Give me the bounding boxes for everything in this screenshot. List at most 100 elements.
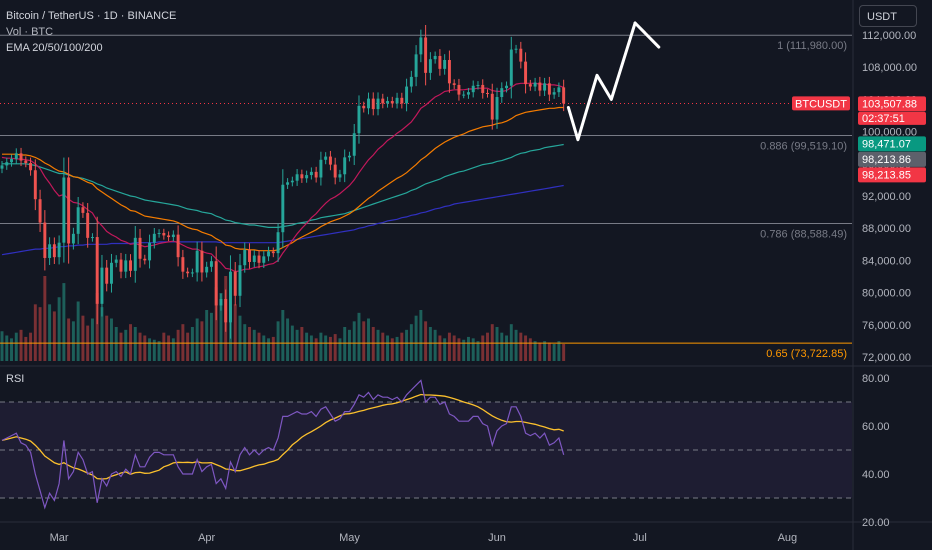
candle: [86, 212, 90, 238]
volume-bar: [67, 318, 71, 361]
candle: [181, 257, 185, 272]
candle: [267, 251, 271, 257]
rsi-pane: 80.00 60.00 40.00 20.00: [0, 373, 890, 529]
volume-bar: [109, 318, 113, 361]
candle: [543, 83, 547, 91]
symbol-tag: BTCUSDT: [795, 98, 847, 110]
candle: [319, 159, 323, 178]
candle: [129, 260, 132, 271]
currency-button[interactable]: USDT: [859, 5, 917, 27]
volume-bar: [138, 332, 142, 361]
candle: [162, 233, 166, 236]
volume-bar: [466, 336, 470, 361]
volume-legend[interactable]: Vol · BTC: [6, 26, 54, 38]
volume-bar: [181, 324, 185, 361]
candle: [95, 237, 99, 304]
volume-bar: [457, 338, 461, 361]
volume-bar: [324, 335, 328, 361]
candle: [533, 82, 537, 87]
candle: [405, 86, 409, 104]
volume-bar: [424, 321, 428, 361]
volume-bar: [71, 321, 75, 361]
candle: [400, 97, 404, 104]
candle: [438, 55, 442, 69]
candle: [352, 133, 356, 156]
price-tag: 98,471.07: [862, 138, 911, 150]
volume-bar: [5, 335, 9, 361]
fib-levels: 1 (111,980.00) 0.886 (99,519.10) 0.786 (88…: [0, 34, 852, 360]
time-tick-label: Mar: [50, 532, 69, 544]
volume-bar: [62, 283, 66, 361]
volume-bar: [443, 338, 447, 361]
volume-bar: [190, 327, 194, 361]
volume-bar: [419, 310, 423, 361]
volume-bar: [271, 336, 275, 361]
candles[interactable]: [0, 24, 566, 339]
ema-legend[interactable]: EMA 20/50/100/200: [6, 42, 103, 54]
candle: [0, 165, 4, 169]
candle: [443, 59, 447, 69]
price-tick-label: 72,000.00: [862, 352, 911, 364]
price-tick-label: 92,000.00: [862, 191, 911, 203]
projection-path: [566, 21, 637, 142]
volume-bar: [390, 338, 394, 361]
candle: [290, 180, 294, 183]
volume-bar: [528, 338, 532, 361]
candle: [224, 299, 228, 323]
candle: [466, 92, 470, 95]
candle: [500, 88, 504, 98]
volume-bar: [486, 332, 489, 361]
price-tick-label: 108,000.00: [862, 62, 917, 74]
volume-bar: [562, 344, 566, 361]
volume-bar: [14, 332, 18, 361]
candle: [481, 84, 485, 93]
candle: [143, 258, 147, 261]
volume-bar: [524, 335, 528, 361]
volume-bar: [119, 332, 123, 361]
volume-bar: [286, 318, 290, 361]
volume-bar: [343, 327, 347, 361]
candle: [547, 83, 551, 95]
volume-bar: [262, 335, 266, 361]
candle: [219, 299, 223, 306]
candle: [395, 97, 399, 104]
candle: [186, 271, 190, 274]
candle: [333, 164, 337, 178]
volume-bar: [81, 315, 85, 361]
candle: [486, 92, 489, 94]
candle: [409, 76, 413, 87]
volume-bar: [328, 336, 332, 361]
volume-bar: [367, 318, 370, 361]
projection-arrowhead: [633, 21, 661, 49]
candle: [381, 98, 385, 104]
candle: [67, 177, 71, 244]
volume-bar: [195, 318, 199, 361]
candle: [148, 242, 152, 261]
projection-arrow[interactable]: [566, 21, 661, 142]
volume-bar: [233, 304, 237, 361]
candle: [495, 97, 499, 120]
volume-bar: [281, 310, 285, 361]
rsi-tick-label: 40.00: [862, 469, 890, 481]
volume-bar: [90, 318, 94, 361]
candle: [5, 162, 9, 166]
volume-bar: [557, 341, 561, 361]
candle: [81, 207, 85, 213]
rsi-legend[interactable]: RSI: [6, 373, 25, 385]
candle: [376, 98, 380, 110]
volume-bar: [114, 327, 118, 361]
candle: [414, 54, 418, 77]
candle: [200, 250, 204, 273]
price-tick-label: 80,000.00: [862, 288, 911, 300]
volume-bar: [257, 332, 261, 361]
time-tick-label: Jul: [633, 532, 647, 544]
volume-bar: [267, 338, 271, 361]
volume-bar: [400, 332, 404, 361]
candle: [262, 256, 266, 263]
candle: [157, 233, 161, 235]
volume-bar: [148, 338, 152, 361]
chart-title[interactable]: Bitcoin / TetherUS · 1D · BINANCE: [6, 10, 177, 22]
volume-bar: [33, 304, 37, 361]
